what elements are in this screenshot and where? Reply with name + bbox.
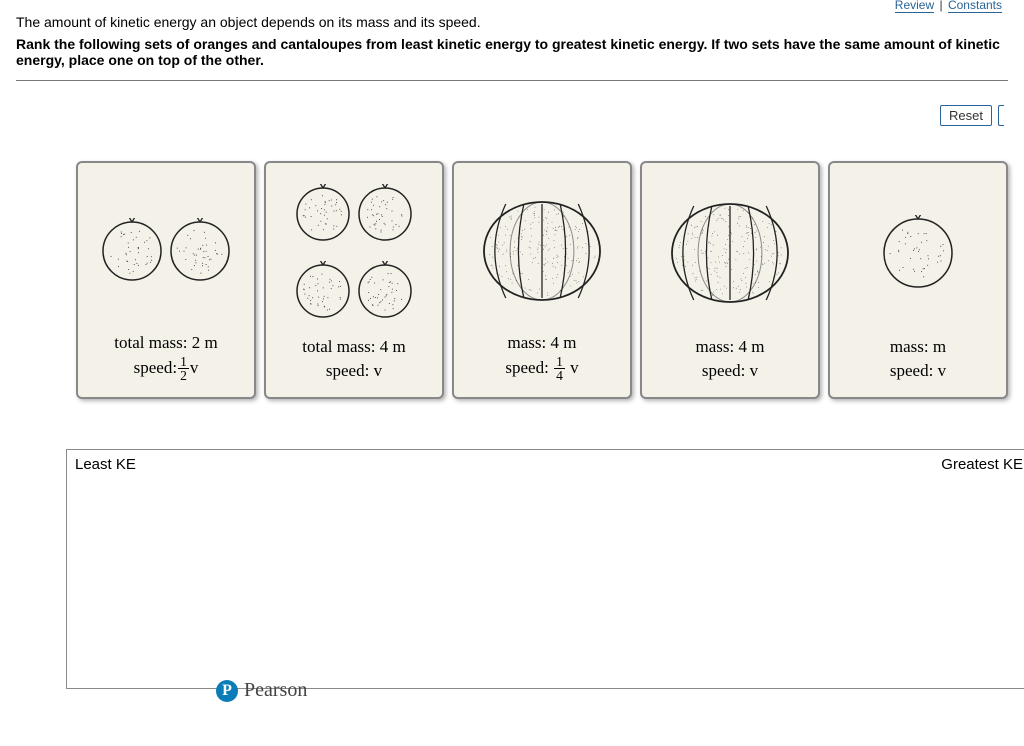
orange-icon xyxy=(882,215,954,294)
constants-link[interactable]: Constants xyxy=(948,0,1002,13)
speed-label: speed: 14 v xyxy=(505,355,578,383)
card-c-art xyxy=(460,173,624,331)
card-a-label: total mass: 2 mspeed:12v xyxy=(114,331,217,383)
instructions: The amount of kinetic energy an object d… xyxy=(0,0,1024,68)
cantaloupe-icon xyxy=(670,202,790,307)
card-a[interactable]: total mass: 2 mspeed:12v xyxy=(76,161,256,399)
orange-icon xyxy=(295,184,351,247)
mass-label: total mass: 2 m xyxy=(114,331,217,355)
card-d-art xyxy=(648,173,812,335)
intro-line-1: The amount of kinetic energy an object d… xyxy=(16,14,1008,30)
card-e[interactable]: mass: mspeed: v xyxy=(828,161,1008,399)
orange-icon xyxy=(357,184,413,247)
card-b-art xyxy=(272,173,436,335)
card-row: total mass: 2 mspeed:12vtotal mass: 4 ms… xyxy=(76,161,1024,399)
mass-label: mass: 4 m xyxy=(505,331,578,355)
card-a-art xyxy=(84,173,248,331)
mass-label: mass: m xyxy=(890,335,946,359)
card-c[interactable]: mass: 4 mspeed: 14 v xyxy=(452,161,632,399)
speed-label: speed: v xyxy=(302,359,405,383)
ranking-panel: Reset total mass: 2 mspeed:12vtotal mass… xyxy=(16,80,1008,700)
card-e-art xyxy=(836,173,1000,335)
dropzone-label-least: Least KE xyxy=(75,456,136,473)
footer-brand-text: Pearson xyxy=(244,679,307,702)
card-d-label: mass: 4 mspeed: v xyxy=(696,335,765,383)
card-e-label: mass: mspeed: v xyxy=(890,335,946,383)
speed-label: speed: v xyxy=(890,359,946,383)
orange-icon xyxy=(101,218,163,287)
reset-button[interactable]: Reset xyxy=(940,105,992,126)
card-b[interactable]: total mass: 4 mspeed: v xyxy=(264,161,444,399)
dropzone-label-greatest: Greatest KE xyxy=(941,456,1023,473)
nav-links: Review | Constants xyxy=(895,0,1002,12)
pearson-logo-icon: P xyxy=(216,680,238,702)
panel-controls: Reset xyxy=(940,105,1004,126)
card-d[interactable]: mass: 4 mspeed: v xyxy=(640,161,820,399)
ranking-dropzone[interactable]: Least KE Greatest KE xyxy=(66,449,1024,689)
orange-icon xyxy=(169,218,231,287)
help-button-partial[interactable] xyxy=(998,105,1004,126)
cantaloupe-icon xyxy=(482,200,602,305)
card-b-label: total mass: 4 mspeed: v xyxy=(302,335,405,383)
mass-label: mass: 4 m xyxy=(696,335,765,359)
intro-line-2: Rank the following sets of oranges and c… xyxy=(16,36,1008,68)
mass-label: total mass: 4 m xyxy=(302,335,405,359)
orange-icon xyxy=(357,261,413,324)
card-c-label: mass: 4 mspeed: 14 v xyxy=(505,331,578,383)
speed-label: speed:12v xyxy=(114,355,217,383)
review-link[interactable]: Review xyxy=(895,0,934,13)
footer-branding: P Pearson xyxy=(216,679,307,702)
speed-label: speed: v xyxy=(696,359,765,383)
orange-icon xyxy=(295,261,351,324)
